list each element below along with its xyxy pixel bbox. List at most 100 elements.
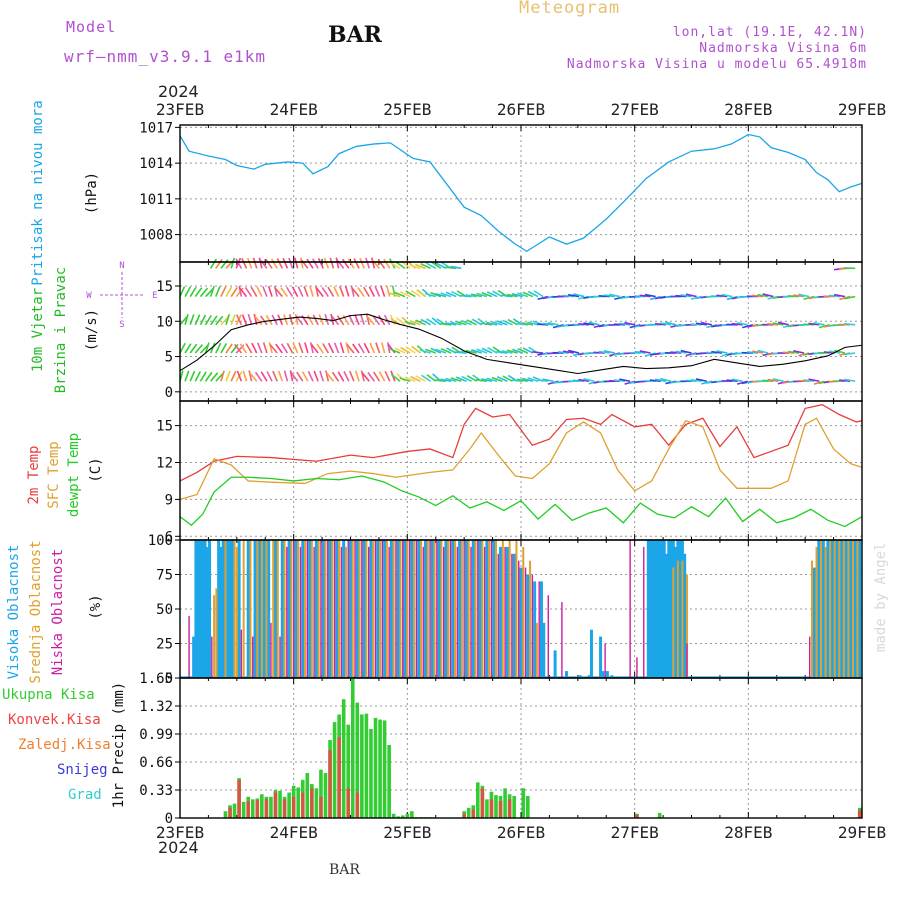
wind-barb: [236, 314, 243, 326]
date-label-top: 26FEB: [497, 100, 545, 119]
cloud-bar-0: [321, 540, 325, 678]
cloud-bar-0: [564, 671, 568, 678]
wind-barb: [270, 258, 278, 269]
precip-bar-0: [466, 807, 471, 818]
wind-barb: [803, 379, 815, 383]
wind-barb: [204, 288, 214, 298]
wind-barb: [372, 371, 381, 382]
wind-barb: [225, 314, 231, 326]
wind-barb: [685, 293, 697, 298]
wind-barb: [460, 294, 472, 298]
cloud-bar-1: [372, 540, 375, 678]
cloud-bar-1: [419, 540, 422, 678]
wind-barb: [252, 257, 258, 269]
wind-barb: [431, 261, 442, 270]
precip-bar-1: [328, 750, 332, 818]
cloud-bar-1: [256, 540, 259, 678]
cloud-bar-0: [328, 540, 332, 678]
precip-legend-1: Konvek.Kisa: [8, 712, 101, 728]
precip-bar-0: [314, 788, 319, 818]
wind-barb: [199, 371, 207, 382]
wind-barb: [262, 342, 268, 354]
wind-barb: [426, 318, 437, 326]
cloud-bar-0: [599, 636, 603, 678]
wind-barb: [793, 349, 805, 354]
wind-barb: [378, 371, 386, 382]
wind-barb: [527, 290, 539, 298]
cloud-bar-2: [270, 622, 272, 678]
wind-barb: [506, 293, 518, 298]
wind-barb: [844, 295, 856, 300]
y-tick-label: 1017: [139, 120, 173, 136]
wind-barb: [446, 347, 457, 354]
cloud-bar-0: [674, 546, 678, 678]
cloud-bar-1: [290, 540, 293, 678]
wind-barb: [420, 262, 431, 270]
wind-barb: [410, 375, 421, 382]
elevation-text: Nadmorska Visina 6m: [699, 41, 867, 56]
wind-barb: [501, 350, 513, 354]
wind-barb: [634, 350, 646, 354]
precip-bar-0: [400, 815, 405, 818]
precip-bar-0: [360, 714, 364, 818]
cloud-bar-1: [685, 574, 688, 678]
wind-barb: [230, 343, 239, 354]
cloud-bar-1: [515, 540, 518, 678]
wind-barb: [354, 370, 360, 382]
precip-bar-1: [246, 801, 250, 818]
wind-barb: [323, 257, 330, 269]
precip-bar-0: [476, 782, 480, 818]
wind-barb: [280, 287, 289, 298]
cloud-axis-label-2: Niska Oblacnost: [50, 549, 66, 675]
wind-barb: [199, 287, 209, 298]
wind-barb: [274, 287, 283, 298]
wind-barb: [315, 285, 319, 297]
cloud-bar-2: [443, 546, 445, 678]
wind-barb: [685, 379, 697, 383]
wind-barb: [272, 370, 278, 382]
wind-barb: [210, 372, 219, 382]
precip-bar-0: [396, 816, 401, 818]
wind-barb: [411, 345, 421, 354]
cloud-bar-2: [636, 657, 638, 678]
wind-barb: [230, 314, 236, 326]
date-label-bottom: 27FEB: [611, 823, 659, 842]
wind-barb: [309, 342, 314, 354]
wind-barb: [619, 378, 631, 383]
cloud-bar-1: [310, 540, 313, 678]
wind-barb: [787, 350, 800, 354]
wind-barb: [839, 379, 851, 383]
cloud-bar-1: [317, 540, 320, 678]
y-tick-label: 6: [165, 529, 173, 545]
precip-bar-1: [237, 779, 241, 818]
cloud-bar-0: [342, 540, 346, 678]
cloud-bar-0: [853, 540, 857, 678]
wind-barb: [351, 287, 360, 298]
cloud-bar-0: [844, 540, 848, 678]
wind-barb: [425, 348, 437, 354]
wind-barb: [333, 342, 340, 354]
cloud-bar-0: [605, 671, 609, 678]
wind-barb: [262, 286, 268, 297]
cloud-bar-0: [553, 650, 557, 678]
wind-barb: [241, 314, 248, 326]
wind-barb: [359, 314, 365, 326]
year-top: 2024: [158, 82, 199, 101]
y-tick-label: 0: [165, 671, 173, 687]
cloud-bar-1: [433, 540, 436, 678]
cloud-bar-1: [233, 540, 236, 678]
wind-barb: [414, 263, 426, 270]
wind-barb: [736, 321, 748, 326]
wind-barb: [327, 342, 335, 354]
cloud-bar-2: [561, 602, 563, 678]
cloud-bar-1: [529, 560, 532, 678]
cloud-bar-0: [646, 540, 650, 678]
wind-barb: [374, 286, 381, 297]
wind-barb: [244, 287, 253, 298]
y-tick-label: 0.66: [139, 755, 173, 771]
wind-barb: [300, 259, 309, 269]
wind-barb: [245, 343, 253, 354]
cloud-bar-0: [362, 540, 366, 678]
panel-frame: [179, 677, 863, 819]
wind-barb: [189, 314, 195, 326]
